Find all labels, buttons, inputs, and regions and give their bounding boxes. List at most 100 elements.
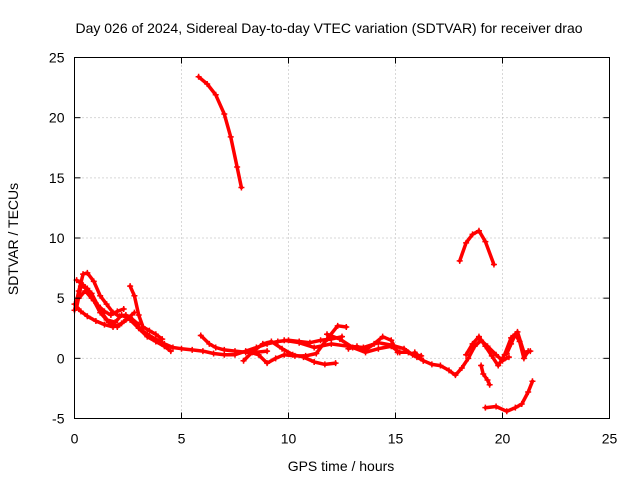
data-point [80, 271, 87, 278]
data-point [458, 364, 465, 371]
data-point [161, 343, 168, 350]
data-point [503, 408, 510, 415]
x-axis-label: GPS time / hours [288, 458, 395, 474]
data-point [311, 358, 318, 365]
data-point [493, 351, 500, 358]
series-sat-q [503, 331, 532, 362]
data-point [488, 352, 495, 359]
data-point [212, 91, 219, 98]
data-point [452, 372, 459, 379]
data-point [240, 357, 247, 364]
data-point [159, 336, 166, 343]
data-point [520, 355, 527, 362]
data-point [281, 337, 288, 344]
data-point [505, 354, 512, 361]
data-point [475, 333, 482, 340]
data-point [97, 292, 104, 299]
data-point [167, 348, 174, 355]
data-point [232, 348, 238, 355]
data-point [345, 345, 352, 352]
data-point [146, 327, 153, 334]
data-point [84, 269, 91, 276]
data-point [189, 346, 196, 353]
data-point [103, 301, 110, 308]
data-point [503, 350, 510, 357]
series-sat-g [195, 73, 245, 191]
data-point [178, 345, 185, 352]
series-line [196, 75, 244, 190]
x-tick-label: 25 [602, 431, 618, 447]
data-point [302, 352, 309, 359]
data-point [139, 324, 146, 331]
data-point [212, 344, 219, 351]
series-sat-p [478, 362, 493, 388]
data-point [490, 261, 497, 268]
y-tick-label: 25 [49, 50, 65, 66]
data-point [428, 361, 435, 368]
data-point [169, 344, 176, 351]
series-line [74, 278, 137, 329]
data-point [120, 305, 127, 312]
data-point [525, 348, 532, 355]
data-point [465, 355, 472, 362]
data-point [456, 257, 463, 264]
data-point [197, 332, 204, 339]
data-point [88, 290, 95, 297]
data-point [375, 345, 382, 352]
data-point [332, 360, 339, 367]
data-point [105, 319, 112, 326]
x-tick-label: 0 [71, 431, 79, 447]
data-point [512, 404, 519, 411]
series-sat-e [73, 277, 138, 331]
data-point [317, 337, 324, 344]
data-point [437, 362, 444, 369]
y-tick-label: 15 [49, 170, 65, 186]
data-point [107, 312, 114, 319]
series-sat-s [482, 378, 536, 415]
series-sat-r [456, 227, 497, 268]
data-point [480, 370, 487, 377]
data-point [204, 80, 211, 87]
data-point [493, 403, 500, 410]
data-point [92, 318, 99, 325]
data-point [446, 367, 452, 374]
data-point [478, 362, 485, 369]
data-point [234, 164, 241, 171]
series-sat-f [127, 283, 166, 343]
y-axis-label: SDTVAR / TECUs [5, 183, 21, 295]
data-point [101, 321, 108, 328]
data-point [328, 340, 335, 347]
series-line [479, 363, 492, 387]
data-point [281, 351, 288, 358]
data-point [291, 352, 298, 359]
data-point [313, 350, 320, 357]
data-point [411, 349, 418, 356]
series-line [241, 339, 338, 367]
data-point [482, 404, 489, 411]
data-point [495, 362, 502, 369]
series-line [483, 379, 535, 414]
data-point [324, 331, 331, 338]
data-point [80, 281, 87, 288]
y-tick-label: 0 [57, 350, 65, 366]
data-point [195, 73, 202, 80]
data-point [279, 345, 286, 352]
x-tick-label: 15 [388, 431, 404, 447]
data-point [118, 312, 125, 319]
data-point [272, 355, 279, 362]
data-point [90, 278, 97, 285]
data-point [238, 184, 245, 191]
y-tick-label: 5 [57, 290, 65, 306]
x-tick-label: 20 [495, 431, 511, 447]
series-line [325, 332, 426, 363]
data-point [259, 340, 266, 347]
data-point [343, 324, 350, 331]
x-tick-label: 5 [178, 431, 186, 447]
data-point [484, 376, 491, 383]
data-point [77, 308, 84, 315]
data-point [379, 333, 386, 340]
y-tick-label: 20 [49, 110, 65, 126]
data-point [525, 389, 532, 396]
data-point [127, 283, 134, 290]
